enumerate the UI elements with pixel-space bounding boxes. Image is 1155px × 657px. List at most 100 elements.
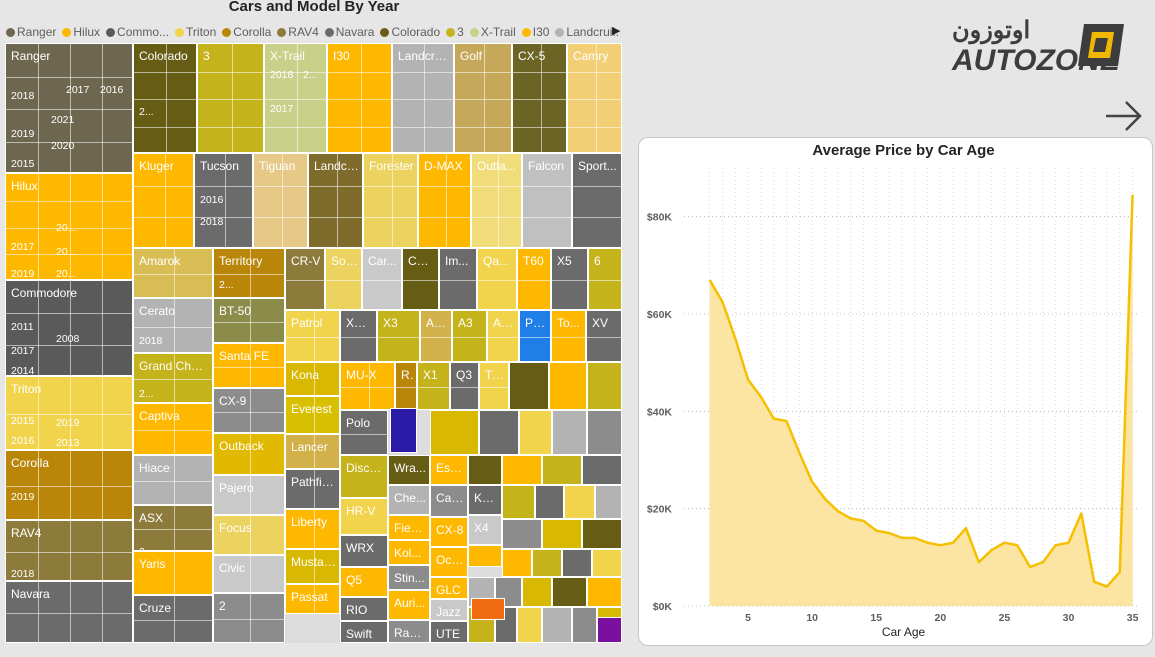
treemap-small-tile[interactable]	[502, 549, 532, 577]
treemap-tile[interactable]: CX-9	[213, 388, 285, 433]
treemap-tile[interactable]: T60	[517, 248, 551, 310]
treemap-tile[interactable]: Hilux 20... 2017 20... 2019 20...	[5, 173, 133, 280]
treemap-small-tile[interactable]	[468, 545, 502, 567]
treemap-tile[interactable]: Swift	[340, 621, 388, 643]
treemap-tile[interactable]: RAV4 2018	[5, 520, 133, 581]
legend-item[interactable]: Corolla	[222, 25, 271, 39]
treemap-tile[interactable]: X1	[417, 362, 450, 410]
treemap-tile[interactable]: Falcon	[522, 153, 572, 248]
treemap-tile[interactable]: Oct...	[430, 547, 468, 577]
treemap-small-tile[interactable]	[479, 410, 519, 455]
treemap-small-tile[interactable]	[542, 519, 582, 549]
treemap-tile[interactable]: Tucson 2016 2018	[194, 153, 253, 248]
treemap-tile[interactable]: X3	[377, 310, 420, 362]
data-point[interactable]	[912, 535, 918, 541]
treemap-tile[interactable]: X-Trail 2018 2... 2017	[264, 43, 327, 153]
treemap-small-tile[interactable]	[587, 362, 622, 410]
treemap-small-tile[interactable]	[522, 577, 552, 607]
treemap-tile[interactable]: Outback	[213, 433, 285, 475]
legend-item[interactable]: RAV4	[277, 25, 319, 39]
treemap-tile[interactable]: Fiesta	[388, 515, 430, 540]
treemap-small-tile[interactable]	[597, 617, 622, 643]
treemap-tile[interactable]: Qa...	[477, 248, 517, 310]
treemap-small-tile[interactable]	[502, 519, 542, 549]
treemap-tile[interactable]: Tiguan	[253, 153, 308, 248]
data-point[interactable]	[950, 540, 956, 546]
data-point[interactable]	[784, 418, 790, 424]
treemap-tile[interactable]: CX-5	[512, 43, 567, 153]
treemap-tile[interactable]: A3	[452, 310, 487, 362]
treemap-small-tile[interactable]	[535, 485, 564, 519]
treemap-tile[interactable]: Patrol	[285, 310, 340, 362]
data-point[interactable]	[899, 535, 905, 541]
treemap-tile[interactable]: 2	[213, 593, 285, 643]
treemap-tile[interactable]: Wra...	[388, 455, 430, 485]
treemap-small-tile[interactable]	[587, 577, 622, 607]
data-point[interactable]	[1078, 511, 1084, 517]
data-point[interactable]	[989, 547, 995, 553]
treemap-small-tile[interactable]	[502, 485, 535, 519]
treemap-chart[interactable]: Ranger 2018 2017 2016 2019 2021 2020 2015 Hilux 2…	[5, 43, 622, 643]
treemap-tile[interactable]: Yaris	[133, 551, 213, 595]
treemap-small-tile[interactable]	[430, 410, 479, 455]
legend-item[interactable]: Ranger	[6, 25, 56, 39]
treemap-tile[interactable]: R...	[395, 362, 417, 410]
treemap-tile[interactable]: Camry	[567, 43, 622, 153]
treemap-tile[interactable]: D-MAX	[418, 153, 471, 248]
treemap-small-tile[interactable]	[582, 455, 622, 485]
treemap-tile[interactable]: Mustang	[285, 549, 340, 584]
treemap-tile[interactable]: Jazz	[430, 599, 468, 621]
treemap-tile[interactable]: WRX	[340, 535, 388, 567]
data-point[interactable]	[796, 450, 802, 456]
treemap-tile[interactable]: Kluger	[133, 153, 194, 248]
treemap-tile[interactable]: MU-X	[340, 362, 395, 410]
treemap-tile[interactable]: Calais	[430, 485, 468, 517]
treemap-tile[interactable]: BT-50	[213, 298, 285, 343]
treemap-small-tile[interactable]	[390, 408, 417, 453]
treemap-tile[interactable]: CX-3	[402, 248, 439, 310]
data-point[interactable]	[809, 479, 815, 485]
treemap-tile[interactable]: Everest	[285, 396, 340, 434]
treemap-tile[interactable]: Colorado 2...	[133, 43, 197, 153]
treemap-tile[interactable]: Tr...	[479, 362, 509, 410]
data-point[interactable]	[732, 335, 738, 341]
legend-item[interactable]: X-Trail	[469, 25, 516, 39]
treemap-tile[interactable]: Im...	[439, 248, 477, 310]
data-point[interactable]	[848, 515, 854, 521]
treemap-small-tile[interactable]	[542, 607, 572, 643]
treemap-tile[interactable]: UTE	[430, 621, 468, 643]
treemap-tile[interactable]: RIO	[340, 597, 388, 621]
legend-item[interactable]: Commo...	[106, 25, 169, 39]
data-point[interactable]	[963, 525, 969, 531]
data-point[interactable]	[835, 508, 841, 514]
data-point[interactable]	[860, 518, 866, 524]
data-point[interactable]	[886, 530, 892, 536]
treemap-small-tile[interactable]	[468, 455, 502, 485]
treemap-small-tile[interactable]	[542, 455, 582, 485]
treemap-small-tile[interactable]	[564, 485, 595, 519]
treemap-small-tile[interactable]	[517, 607, 542, 643]
treemap-tile[interactable]: CX-8	[430, 517, 468, 547]
treemap-tile[interactable]: Kona	[285, 362, 340, 396]
data-point[interactable]	[1040, 559, 1046, 565]
treemap-tile[interactable]: Hiace	[133, 455, 213, 505]
treemap-small-tile[interactable]	[562, 549, 592, 577]
treemap-tile[interactable]: CR-V	[285, 248, 325, 310]
treemap-small-tile[interactable]	[572, 607, 597, 643]
treemap-tile[interactable]: XC60	[340, 310, 377, 362]
series-line[interactable]	[708, 194, 1134, 588]
treemap-tile[interactable]: Sor...	[325, 248, 362, 310]
treemap-tile[interactable]: Passat	[285, 584, 340, 614]
treemap-tile[interactable]: Grand Cher... 2...	[133, 353, 213, 403]
treemap-tile[interactable]: Auri...	[388, 590, 430, 620]
legend-item[interactable]: Triton	[175, 25, 216, 39]
treemap-small-tile[interactable]	[532, 549, 562, 577]
data-point[interactable]	[1014, 542, 1020, 548]
treemap-tile[interactable]: Forester	[363, 153, 418, 248]
data-point[interactable]	[1117, 569, 1123, 575]
treemap-tile[interactable]: Polo	[340, 410, 388, 455]
treemap-tile[interactable]: HR-V	[340, 498, 388, 535]
treemap-tile[interactable]: Ac...	[487, 310, 519, 362]
data-point[interactable]	[1066, 540, 1072, 546]
treemap-tile[interactable]: 6	[588, 248, 622, 310]
